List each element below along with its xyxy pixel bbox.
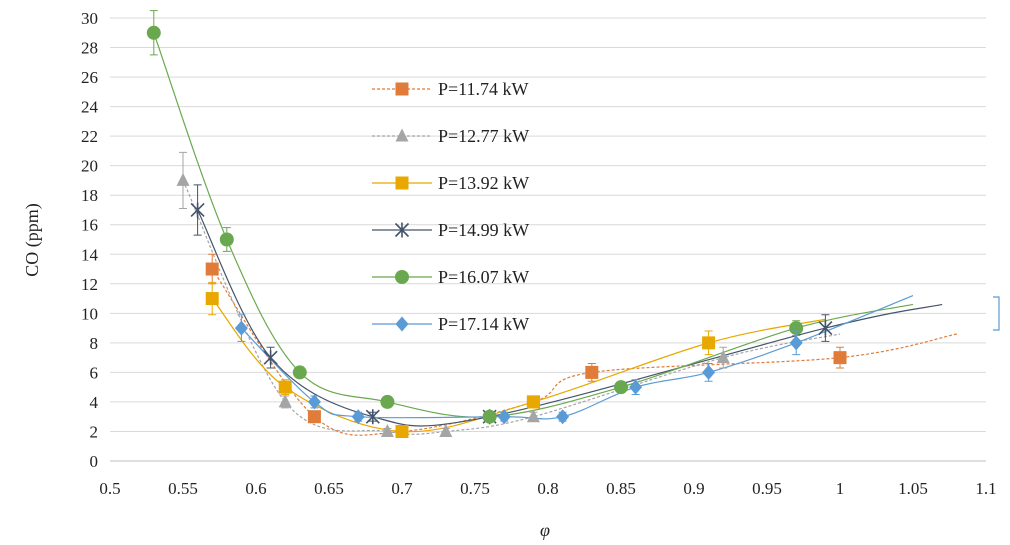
data-point [205,262,219,276]
legend-label: P=17.14 kW [438,314,529,334]
data-point [614,380,628,395]
x-tick-label: 0.7 [391,479,413,498]
legend-label: P=13.92 kW [438,173,529,193]
y-tick-label: 0 [90,452,99,471]
data-markers [146,10,847,438]
data-point [351,409,365,425]
x-tick-label: 1 [836,479,845,498]
data-point [146,25,161,40]
x-tick-label: 0.6 [245,479,266,498]
data-point [556,409,570,425]
data-point [380,394,395,409]
y-tick-label: 2 [90,422,99,441]
data-point [789,321,804,336]
data-point [526,409,540,423]
data-point [716,350,730,364]
y-tick-label: 10 [81,304,98,323]
data-point [497,409,511,425]
legend-marker [395,128,409,142]
data-point [702,336,716,350]
data-point [176,172,190,186]
data-point [307,410,321,424]
x-axis-title: φ [540,520,550,540]
y-tick-label: 8 [90,334,99,353]
data-point [629,379,643,395]
x-tick-label: 0.5 [99,479,120,498]
series-curve [197,209,943,427]
y-tick-label: 24 [81,98,99,117]
data-point [278,380,292,394]
data-point [789,335,803,351]
data-point [190,202,205,218]
y-tick-label: 22 [81,127,98,146]
data-point [818,320,833,336]
data-point [219,232,234,247]
edge-bracket [993,296,1000,331]
y-tick-label: 12 [81,275,98,294]
legend-marker [395,176,409,190]
data-point [278,394,292,408]
legend-label: P=12.77 kW [438,126,529,146]
data-point [205,292,219,306]
legend-label: P=11.74 kW [438,79,528,99]
legend-marker [395,82,409,96]
legend-label: P=16.07 kW [438,267,529,287]
y-tick-label: 16 [81,216,98,235]
data-point [292,365,307,380]
y-tick-label: 28 [81,39,98,58]
data-point [439,423,453,437]
x-tick-label: 0.95 [752,479,782,498]
series-curve [240,295,914,420]
data-point [307,394,321,410]
x-tick-label: 1.05 [898,479,928,498]
y-tick-label: 6 [90,363,99,382]
y-tick-label: 18 [81,186,98,205]
y-tick-label: 26 [81,68,98,87]
x-tick-label: 1.1 [975,479,996,498]
legend-marker [395,270,409,284]
x-tick-label: 0.65 [314,479,344,498]
data-point [234,320,248,336]
y-axis-title: CO (ppm) [22,203,43,277]
grid-lines [110,17,986,432]
x-tick-label: 0.75 [460,479,490,498]
data-point [365,409,380,425]
legend-marker [394,222,410,238]
data-point [380,423,394,437]
legend: P=11.74 kW P=12.77 kW P=13.92 kW P=14.99 kW… [372,79,529,334]
data-point [263,350,278,366]
x-tick-label: 0.9 [683,479,704,498]
y-tick-label: 30 [81,9,98,28]
data-point [585,365,599,379]
data-point [395,424,409,438]
x-tick-label: 0.85 [606,479,636,498]
y-tick-label: 4 [90,393,99,412]
y-tick-label: 20 [81,157,98,176]
data-point [482,409,497,424]
data-point [702,364,716,380]
legend-label: P=14.99 kW [438,220,529,240]
x-tick-label: 0.8 [537,479,558,498]
trend-curves [153,32,957,436]
x-tick-label: 0.55 [168,479,198,498]
data-point [833,351,847,365]
legend-marker [395,316,409,332]
data-point [526,395,540,409]
y-tick-label: 14 [81,245,99,264]
